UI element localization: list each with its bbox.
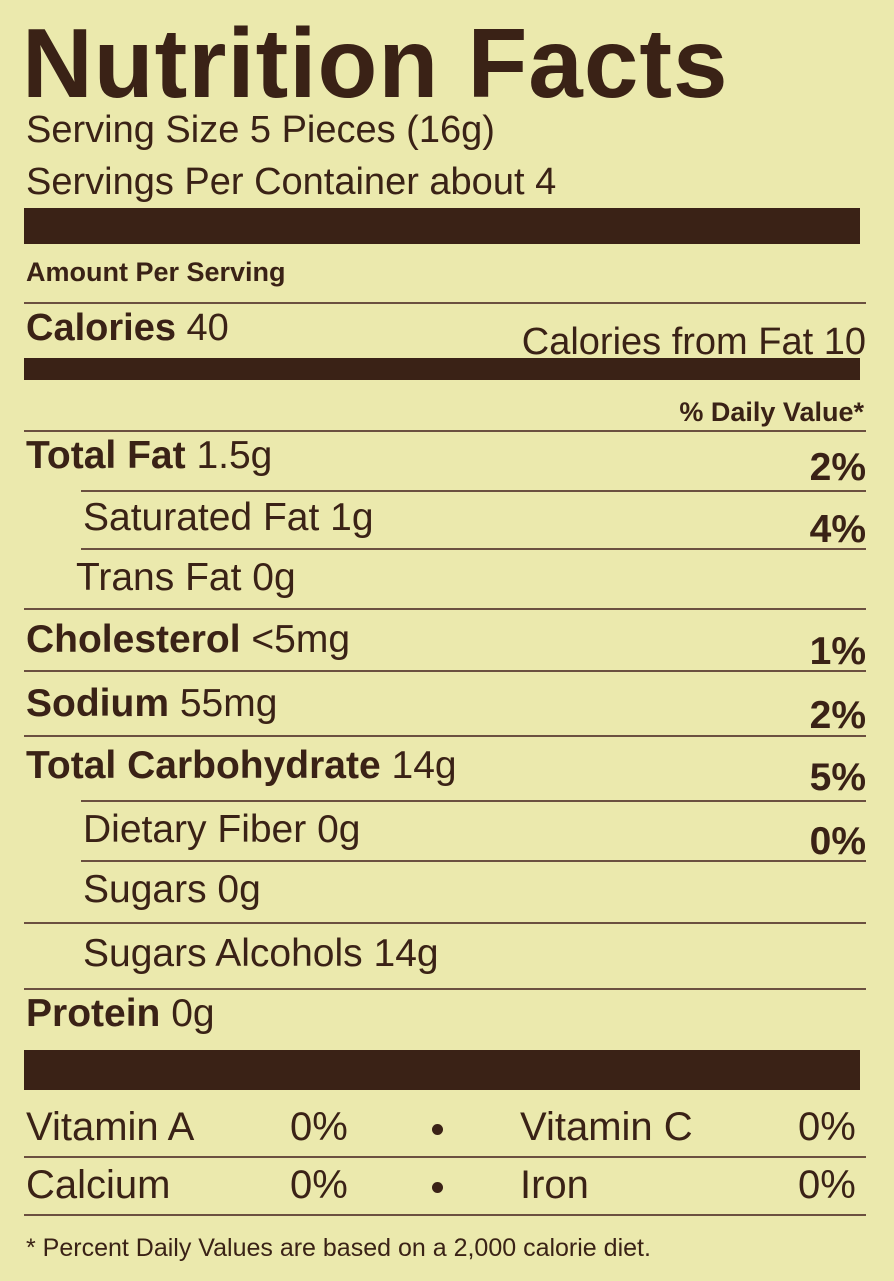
nutrient-amount: 55mg — [179, 682, 278, 725]
nutrient-name: Cholesterol — [26, 618, 241, 661]
nutrient-row: Trans Fat 0g — [26, 556, 866, 600]
nutrient-row: Protein 0g — [26, 992, 866, 1036]
nutrient-row: Sodium 55mg 2% — [26, 682, 866, 737]
nutrient-row: Saturated Fat 1g 4% — [26, 496, 866, 551]
nutrient-row: Total Carbohydrate 14g 5% — [26, 744, 866, 799]
nutrient-row: Total Fat 1.5g 2% — [26, 434, 866, 489]
calories-from-fat: Calories from Fat 10 — [521, 321, 866, 363]
nutrient-row: Sugars 0g — [26, 868, 866, 912]
rule — [24, 430, 866, 432]
amount-per-serving: Amount Per Serving — [26, 257, 286, 287]
rule — [81, 548, 866, 550]
nutrient-name: Total Carbohydrate — [26, 744, 381, 787]
daily-value: 5% — [809, 756, 866, 799]
vitamin-value: 0% — [798, 1163, 856, 1207]
rule — [81, 490, 866, 492]
nutrient-amount: 14g — [373, 932, 439, 975]
daily-value: 2% — [809, 694, 866, 737]
rule — [24, 608, 866, 610]
nutrient: Total Carbohydrate 14g — [26, 744, 457, 788]
vitamin-value: 0% — [798, 1105, 856, 1149]
rule — [24, 988, 866, 990]
calories: Calories 40 — [26, 306, 229, 350]
rule — [24, 1156, 866, 1158]
bullet — [432, 1182, 443, 1193]
nutrient-amount: 0g — [171, 992, 215, 1035]
nutrient-amount: <5mg — [251, 618, 351, 661]
nutrient-name: Protein — [26, 992, 161, 1035]
nutrient-name: Trans Fat — [76, 556, 242, 599]
rule — [24, 735, 866, 737]
nutrient: Protein 0g — [26, 992, 215, 1036]
serving-size: Serving Size 5 Pieces (16g) — [26, 109, 495, 151]
daily-value-header: % Daily Value* — [679, 397, 864, 427]
nutrient: Total Fat 1.5g — [26, 434, 272, 478]
nutrient-name: Total Fat — [26, 434, 186, 477]
bullet — [432, 1124, 443, 1135]
footnote: * Percent Daily Values are based on a 2,… — [26, 1234, 651, 1262]
calories-value: 40 — [186, 307, 229, 349]
nutrient-row: Dietary Fiber 0g 0% — [26, 808, 866, 863]
daily-value: 4% — [809, 508, 866, 551]
rule — [24, 670, 866, 672]
vitamin-name: Calcium — [26, 1163, 171, 1207]
daily-value: 2% — [809, 446, 866, 489]
nutrient: Sodium 55mg — [26, 682, 277, 726]
rule — [24, 922, 866, 924]
nutrient: Saturated Fat 1g — [26, 496, 374, 540]
calories-row: Calories 40 Calories from Fat 10 — [26, 306, 866, 363]
daily-value: 1% — [809, 630, 866, 673]
rule — [81, 860, 866, 862]
calories-label: Calories — [26, 307, 176, 349]
nutrient-amount: 0g — [317, 808, 361, 851]
rule — [24, 302, 866, 304]
nutrient-amount: 1.5g — [196, 434, 273, 477]
nutrient: Sugars Alcohols 14g — [26, 932, 439, 976]
nutrient-amount: 14g — [391, 744, 457, 787]
vitamin-name: Iron — [520, 1163, 589, 1207]
nutrient-name: Sugars Alcohols — [83, 932, 363, 975]
thick-rule — [24, 208, 860, 244]
nutrient-amount: 0g — [217, 868, 261, 911]
nutrient-row: Cholesterol <5mg 1% — [26, 618, 866, 673]
nutrient-row: Sugars Alcohols 14g — [26, 932, 866, 976]
vitamin-name: Vitamin A — [26, 1105, 195, 1149]
nutrient: Dietary Fiber 0g — [26, 808, 360, 852]
nutrient-name: Saturated Fat — [83, 496, 320, 539]
vitamin-value: 0% — [290, 1163, 348, 1207]
thick-rule — [24, 358, 860, 380]
rule — [24, 1214, 866, 1216]
nutrient-amount: 0g — [252, 556, 296, 599]
vitamin-value: 0% — [290, 1105, 348, 1149]
daily-value: 0% — [809, 820, 866, 863]
nutrient: Trans Fat 0g — [26, 556, 296, 600]
title: Nutrition Facts — [22, 8, 729, 118]
nutrient: Sugars 0g — [26, 868, 261, 912]
nutrient-amount: 1g — [330, 496, 374, 539]
nutrient-name: Dietary Fiber — [83, 808, 307, 851]
nutrient-name: Sugars — [83, 868, 207, 911]
nutrient-name: Sodium — [26, 682, 169, 725]
servings-per-container: Servings Per Container about 4 — [26, 161, 557, 203]
vitamin-name: Vitamin C — [520, 1105, 693, 1149]
nutrient: Cholesterol <5mg — [26, 618, 350, 662]
thick-rule — [24, 1050, 860, 1090]
rule — [81, 800, 866, 802]
